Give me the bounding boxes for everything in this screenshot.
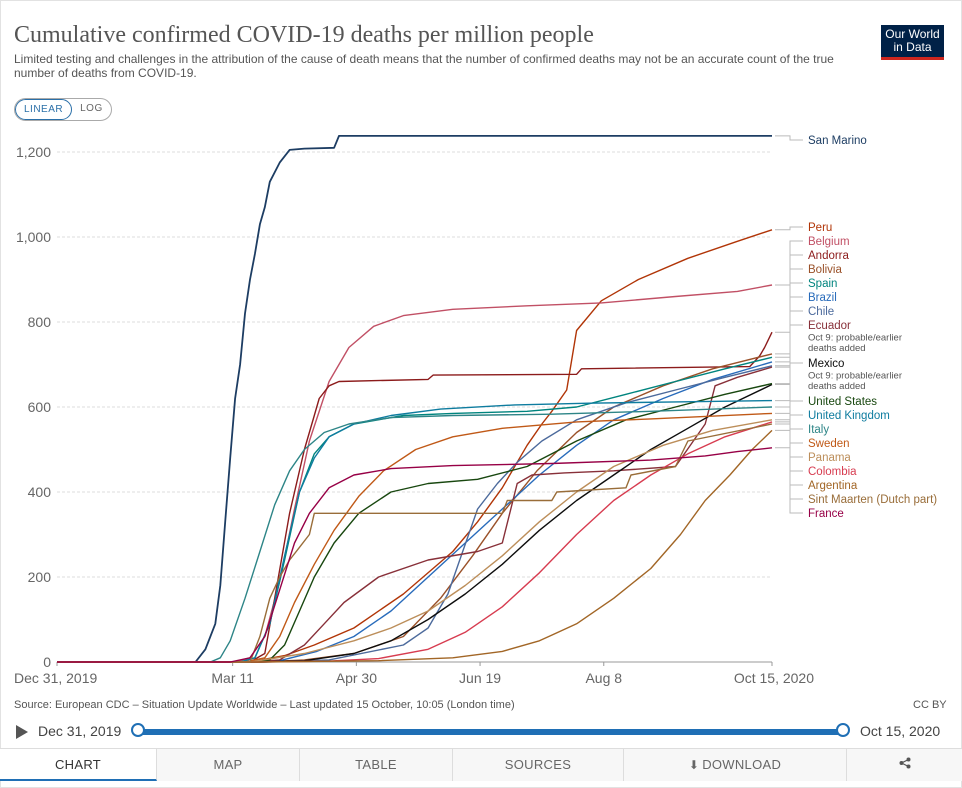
series-end-label: Sweden — [808, 438, 850, 450]
series-line — [57, 365, 773, 663]
share-icon — [899, 757, 910, 769]
scale-toggle: LINEAR LOG — [14, 98, 112, 121]
series-end-label: Argentina — [808, 480, 858, 492]
series-line — [57, 356, 773, 663]
series-end-label: San Marino — [808, 135, 867, 147]
x-tick-label: Mar 11 — [211, 670, 254, 686]
label-connector — [775, 296, 803, 363]
label-connector — [775, 362, 803, 385]
series-end-label: Brazil — [808, 292, 837, 304]
source-note: Source: European CDC – Situation Update … — [14, 699, 515, 711]
timeline-track[interactable] — [138, 729, 843, 735]
series-end-label: Andorra — [808, 250, 850, 262]
series-line — [57, 383, 773, 663]
series-line — [57, 412, 773, 663]
series-end-label: Panama — [808, 452, 851, 464]
y-tick-label: 800 — [28, 314, 52, 330]
linear-scale-button[interactable]: LINEAR — [15, 99, 73, 120]
label-connector — [775, 282, 803, 358]
series-line — [57, 353, 773, 663]
label-connector — [775, 135, 803, 141]
timeline-end-label: Oct 15, 2020 — [860, 723, 941, 739]
timeline-start-label: Dec 31, 2019 — [38, 723, 122, 739]
x-tick-label: Aug 8 — [585, 670, 622, 686]
timeline: Dec 31, 2019 Oct 15, 2020 — [0, 718, 962, 746]
y-tick-label: 1,200 — [16, 144, 51, 160]
label-connector — [775, 324, 803, 368]
label-connector — [775, 254, 803, 333]
label-connector — [775, 429, 803, 486]
y-tick-label: 600 — [28, 399, 52, 415]
x-tick-label: Jun 19 — [459, 670, 501, 686]
tab-table[interactable]: TABLE — [300, 749, 453, 781]
series-end-label: United States — [808, 396, 877, 408]
series-end-label: Chile — [808, 306, 834, 318]
series-end-label: Oct 9: probable/earlier — [808, 371, 902, 382]
tab-sources[interactable]: SOURCES — [453, 749, 624, 781]
series-end-label: Bolivia — [808, 264, 842, 276]
label-connector — [775, 419, 803, 458]
y-tick-label: 1,000 — [16, 229, 51, 245]
log-scale-button[interactable]: LOG — [80, 103, 103, 114]
series-end-label: France — [808, 508, 844, 520]
series-line — [57, 284, 773, 663]
series-line — [57, 382, 773, 663]
series-line — [57, 406, 773, 663]
series-line — [57, 419, 773, 663]
tab-download[interactable]: ⬇ DOWNLOAD — [624, 749, 847, 781]
series-line — [57, 229, 773, 663]
label-connector — [775, 406, 803, 430]
series-line — [57, 423, 773, 663]
series-line — [57, 447, 773, 663]
label-connector — [775, 423, 803, 500]
owid-logo[interactable]: Our World in Data — [881, 25, 944, 60]
series-end-label: deaths added — [808, 381, 866, 392]
timeline-start-handle[interactable] — [131, 723, 145, 737]
series-end-label: Ecuador — [808, 320, 851, 332]
y-tick-label: 0 — [43, 654, 51, 670]
label-connector — [775, 412, 803, 444]
download-icon: ⬇ — [688, 758, 700, 772]
chart-title: Cumulative confirmed COVID-19 deaths per… — [14, 22, 594, 48]
line-chart: 0 200 400 600 800 1,000 1,200 Dec 31, 2019 Mar 1… — [14, 135, 937, 686]
tab-bar: CHART MAP TABLE SOURCES ⬇ DOWNLOAD — [0, 748, 962, 781]
timeline-end-handle[interactable] — [836, 723, 850, 737]
series-end-label: Mexico — [808, 358, 844, 370]
series-line — [57, 429, 773, 663]
y-tick-label: 400 — [28, 484, 52, 500]
series-line — [57, 366, 773, 663]
logo-line-1: Our World — [885, 27, 940, 41]
y-tick-label: 200 — [28, 569, 52, 585]
series-end-label: Spain — [808, 278, 837, 290]
series-end-label: Italy — [808, 424, 829, 436]
tab-chart[interactable]: CHART — [0, 749, 157, 781]
label-connector — [775, 447, 803, 514]
series-end-label: Belgium — [808, 236, 850, 248]
series-end-label: Sint Maarten (Dutch part) — [808, 494, 937, 506]
series-end-label: Oct 9: probable/earlier — [808, 333, 902, 344]
series-end-label: deaths added — [808, 343, 866, 354]
x-tick-label: Oct 15, 2020 — [734, 670, 814, 686]
series-end-label: Peru — [808, 222, 832, 234]
tab-map[interactable]: MAP — [157, 749, 300, 781]
label-connector — [775, 383, 803, 402]
label-connector — [775, 240, 803, 286]
label-connector — [775, 400, 803, 416]
series-end-label: Colombia — [808, 466, 857, 478]
play-icon[interactable] — [16, 725, 28, 739]
series-end-label: United Kingdom — [808, 410, 890, 422]
x-tick-label: Apr 30 — [336, 670, 377, 686]
series-line — [57, 135, 772, 663]
logo-line-2: in Data — [893, 40, 932, 54]
license-link[interactable]: CC BY — [913, 699, 947, 711]
tab-share[interactable] — [847, 749, 962, 781]
tab-download-label: DOWNLOAD — [702, 757, 782, 772]
series-line — [57, 399, 773, 663]
label-connector — [775, 226, 803, 231]
series-line — [57, 331, 773, 663]
chart-subtitle: Limited testing and challenges in the at… — [14, 52, 834, 80]
x-tick-label: Dec 31, 2019 — [14, 670, 97, 686]
